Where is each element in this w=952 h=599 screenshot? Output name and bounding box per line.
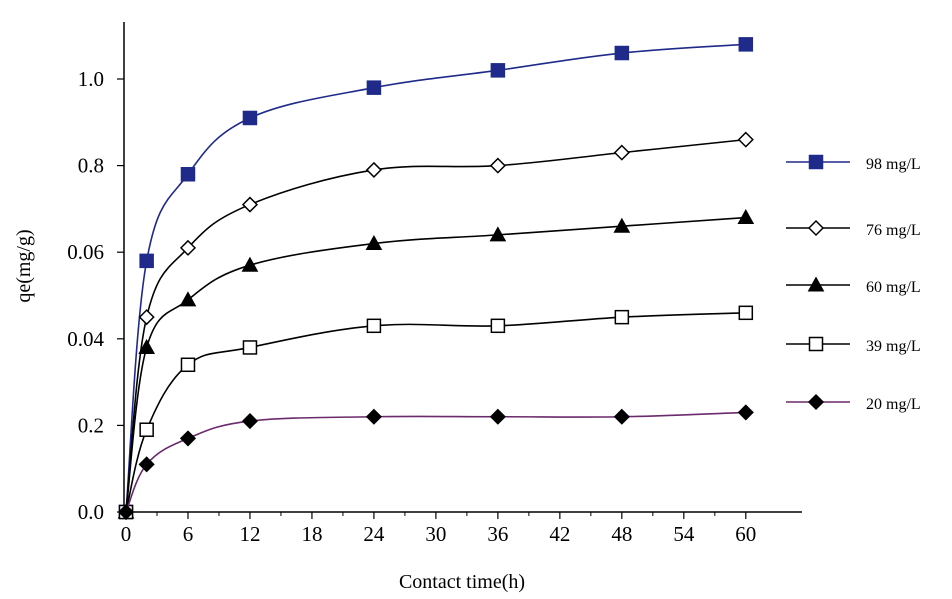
data-point <box>365 408 382 425</box>
data-point <box>738 37 754 52</box>
data-point <box>490 318 506 334</box>
legend-label: 60 mg/L <box>866 279 921 296</box>
data-point <box>489 408 506 425</box>
data-point <box>490 63 506 78</box>
data-point <box>614 309 630 325</box>
y-tick-label: 0.06 <box>67 240 104 264</box>
legend-item-76-mg-l: 76 mg/L <box>786 219 921 239</box>
legend-item-60-mg-l: 60 mg/L <box>786 276 921 296</box>
series-39-mg-l <box>118 305 754 520</box>
series-98-mg-l <box>118 37 754 520</box>
x-tick-label: 18 <box>301 522 322 546</box>
data-point <box>489 226 507 242</box>
x-axis-title: Contact time(h) <box>399 571 525 593</box>
legend-marker <box>807 276 825 292</box>
series-line-20-mg-l <box>125 411 746 513</box>
data-point <box>241 413 259 430</box>
x-tick-label: 36 <box>487 522 508 546</box>
series-60-mg-l <box>117 209 755 519</box>
data-point <box>613 408 630 425</box>
legend-marker <box>808 154 824 170</box>
y-tick-label: 0.0 <box>78 500 104 524</box>
data-point <box>737 404 754 421</box>
legend-item-39-mg-l: 39 mg/L <box>786 336 921 355</box>
data-point <box>138 456 155 473</box>
x-tick-label: 54 <box>673 522 695 546</box>
legend: 98 mg/L 76 mg/L 60 mg/L 39 mg/L 20 mg/L <box>786 154 921 413</box>
legend-item-20-mg-l: 20 mg/L <box>786 393 921 413</box>
y-axis-title: qe(mg/g) <box>13 229 35 302</box>
series-line-76-mg-l <box>125 138 746 513</box>
y-tick-label: 0.2 <box>78 413 104 437</box>
data-point <box>139 422 154 437</box>
data-point <box>242 110 258 126</box>
data-point <box>737 131 754 148</box>
axes: 0 6 12 18 24 30 36 42 48 54 60 0.0 0.2 0.04 0.06 0.8 1.0 <box>67 22 802 546</box>
data-point <box>242 340 258 355</box>
data-point <box>138 309 155 326</box>
data-point <box>613 217 631 233</box>
series-line-39-mg-l <box>125 312 746 513</box>
data-point <box>179 291 197 307</box>
data-point <box>614 45 630 61</box>
legend-marker <box>807 219 825 237</box>
legend-item-98-mg-l: 98 mg/L <box>786 154 921 173</box>
data-point <box>138 338 156 354</box>
y-tick-label: 0.8 <box>78 154 104 178</box>
series-line-60-mg-l <box>125 216 746 513</box>
y-tick-label: 0.04 <box>67 327 104 351</box>
data-point <box>117 503 135 521</box>
data-point <box>738 305 754 321</box>
legend-label: 98 mg/L <box>866 156 921 173</box>
data-point <box>179 430 197 447</box>
data-point <box>241 256 259 272</box>
data-point <box>365 161 382 178</box>
series-layer <box>117 37 755 521</box>
data-point <box>179 239 197 256</box>
legend-marker <box>808 336 824 352</box>
data-point <box>180 357 196 373</box>
data-point <box>365 235 383 251</box>
legend-label: 20 mg/L <box>866 396 921 413</box>
data-point <box>139 253 154 269</box>
legend-label: 76 mg/L <box>866 222 921 239</box>
x-tick-label: 48 <box>611 522 632 546</box>
data-point <box>366 318 382 334</box>
y-tick-label: 1.0 <box>78 67 104 91</box>
data-point <box>366 80 382 95</box>
series-76-mg-l <box>117 131 754 521</box>
data-point <box>489 157 506 174</box>
x-tick-label: 42 <box>549 522 570 546</box>
data-point <box>180 167 196 182</box>
x-tick-label: 0 <box>121 522 132 546</box>
legend-marker <box>807 393 825 411</box>
data-point <box>613 144 630 161</box>
data-point <box>241 196 259 213</box>
x-tick-label: 6 <box>183 522 194 546</box>
data-point <box>737 209 755 225</box>
x-tick-label: 12 <box>239 522 260 546</box>
x-tick-label: 60 <box>735 522 756 546</box>
series-20-mg-l <box>117 404 754 521</box>
x-tick-label: 24 <box>363 522 385 546</box>
legend-label: 39 mg/L <box>866 338 921 355</box>
x-tick-label: 30 <box>425 522 446 546</box>
